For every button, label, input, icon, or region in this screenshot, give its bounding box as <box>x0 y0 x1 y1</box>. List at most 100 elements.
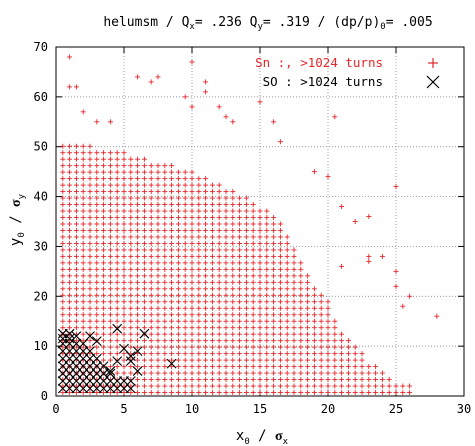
data-point-plus <box>114 215 120 221</box>
data-point-plus <box>264 247 270 253</box>
data-point-plus <box>162 292 168 298</box>
data-point-plus <box>94 383 100 389</box>
data-point-plus <box>243 351 249 357</box>
data-point-plus <box>80 351 86 357</box>
data-point-plus <box>73 169 79 175</box>
data-point-plus <box>284 377 290 383</box>
data-point-plus <box>60 227 66 233</box>
data-point-plus <box>250 292 256 298</box>
data-point-plus <box>87 221 93 227</box>
data-point-plus <box>94 182 100 188</box>
data-point-plus <box>73 351 79 357</box>
data-point-plus <box>155 286 161 292</box>
data-point-plus <box>203 351 209 357</box>
data-point-plus <box>101 182 107 188</box>
data-point-plus <box>135 189 141 195</box>
data-point-plus <box>155 163 161 169</box>
data-point-plus <box>216 357 222 363</box>
data-point-plus <box>203 325 209 331</box>
data-point-plus <box>67 286 73 292</box>
y-tick-label: 0 <box>41 389 48 403</box>
data-point-plus <box>182 169 188 175</box>
data-point-plus <box>155 377 161 383</box>
data-point-plus <box>250 344 256 350</box>
data-point-plus <box>94 279 100 285</box>
data-point-plus <box>305 279 311 285</box>
data-point-plus <box>175 240 181 246</box>
data-point-plus <box>80 299 86 305</box>
data-point-plus <box>373 383 379 389</box>
data-point-plus <box>155 202 161 208</box>
data-point-plus <box>216 104 222 110</box>
data-point-plus <box>203 338 209 344</box>
data-point-plus <box>67 54 73 60</box>
data-point-plus <box>101 202 107 208</box>
data-point-plus <box>128 299 134 305</box>
data-point-plus <box>284 318 290 324</box>
data-point-plus <box>114 286 120 292</box>
data-point-plus <box>264 357 270 363</box>
data-point-plus <box>257 234 263 240</box>
data-point-plus <box>175 273 181 279</box>
data-point-plus <box>189 370 195 376</box>
data-point-plus <box>250 331 256 337</box>
data-point-plus <box>243 344 249 350</box>
data-point-plus <box>264 377 270 383</box>
data-point-plus <box>87 234 93 240</box>
data-point-plus <box>128 208 134 214</box>
data-point-plus <box>67 351 73 357</box>
y-tick-label: 60 <box>34 90 48 104</box>
data-point-plus <box>298 266 304 272</box>
data-point-plus <box>182 377 188 383</box>
data-point-plus <box>107 266 113 272</box>
data-point-plus <box>230 208 236 214</box>
data-point-plus <box>243 357 249 363</box>
data-point-plus <box>264 299 270 305</box>
data-point-plus <box>73 325 79 331</box>
data-point-plus <box>141 202 147 208</box>
data-point-plus <box>67 344 73 350</box>
data-point-plus <box>141 176 147 182</box>
data-point-plus <box>135 377 141 383</box>
data-point-plus <box>339 263 345 269</box>
data-series <box>57 54 440 396</box>
data-point-plus <box>271 227 277 233</box>
y-tick-label: 40 <box>34 190 48 204</box>
data-point-plus <box>216 377 222 383</box>
data-point-plus <box>80 150 86 156</box>
data-point-plus <box>291 357 297 363</box>
data-point-plus <box>128 273 134 279</box>
x-axis-label: x0 / σx <box>236 428 289 446</box>
data-point-plus <box>87 195 93 201</box>
data-point-plus <box>257 266 263 272</box>
data-point-plus <box>257 292 263 298</box>
data-point-plus <box>169 253 175 259</box>
data-point-plus <box>216 286 222 292</box>
data-point-plus <box>107 312 113 318</box>
data-point-plus <box>175 221 181 227</box>
data-point-plus <box>175 195 181 201</box>
data-point-plus <box>162 163 168 169</box>
data-point-plus <box>298 312 304 318</box>
data-point-plus <box>264 344 270 350</box>
data-point-plus <box>114 318 120 324</box>
data-point-plus <box>107 215 113 221</box>
data-point-plus <box>237 253 243 259</box>
data-point-plus <box>271 119 277 125</box>
data-point-plus <box>257 208 263 214</box>
data-point-plus <box>325 357 331 363</box>
data-point-plus <box>60 234 66 240</box>
data-point-plus <box>175 338 181 344</box>
data-point-plus <box>128 253 134 259</box>
data-point-plus <box>189 351 195 357</box>
data-point-plus <box>155 331 161 337</box>
data-point-plus <box>148 215 154 221</box>
data-point-plus <box>60 195 66 201</box>
data-point-plus <box>175 351 181 357</box>
data-point-cross <box>132 366 143 376</box>
data-point-plus <box>345 344 351 350</box>
data-point-plus <box>148 221 154 227</box>
data-point-plus <box>203 344 209 350</box>
data-point-plus <box>325 331 331 337</box>
data-point-plus <box>223 234 229 240</box>
